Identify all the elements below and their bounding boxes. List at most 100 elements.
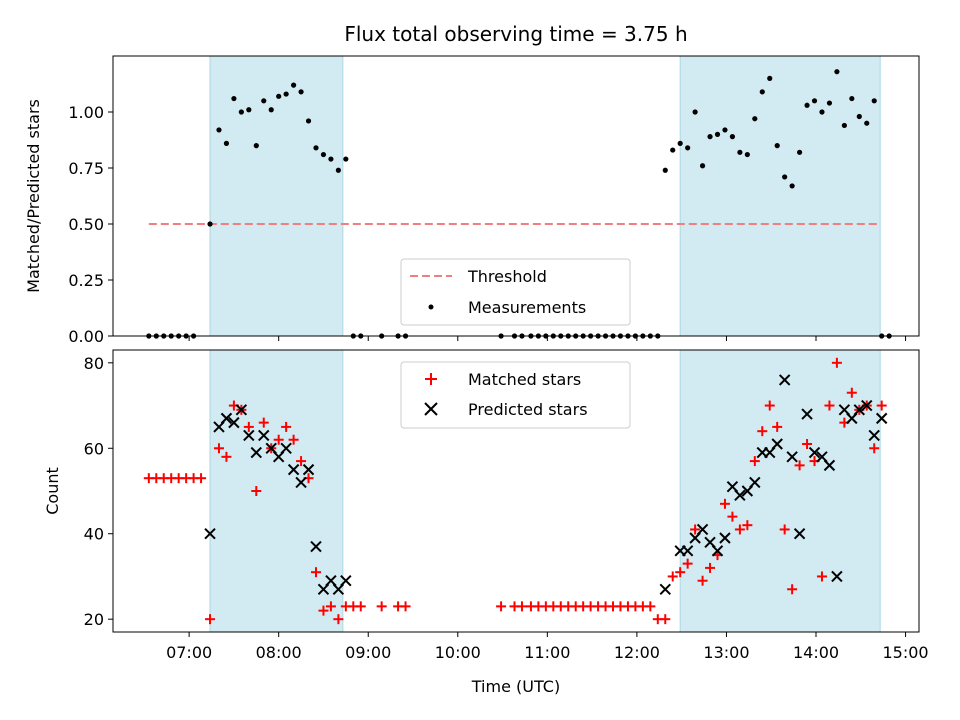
predicted-star-point	[823, 459, 836, 472]
matched-star-point	[645, 601, 656, 612]
y-tick-label: 20	[84, 610, 104, 629]
predicted-star-point	[295, 476, 307, 489]
measurement-point	[782, 174, 788, 180]
shaded-interval	[679, 55, 881, 337]
matched-star-point	[682, 558, 693, 569]
predicted-star-point	[853, 404, 866, 416]
bottom-legend: Matched stars Predicted stars	[400, 361, 631, 429]
matched-star-point	[719, 498, 730, 509]
predicted-star-point	[711, 545, 724, 557]
predicted-star-point	[868, 429, 880, 442]
bottom-y-axis-label: Count	[43, 467, 62, 515]
measurement-point	[767, 75, 773, 81]
top-panel-frame	[112, 55, 920, 337]
predicted-star-point	[793, 528, 806, 540]
predicted-star-point	[778, 374, 791, 386]
predicted-star-point	[204, 528, 216, 540]
measurement-point	[276, 93, 282, 99]
matched-star-point	[660, 614, 671, 625]
matched-star-point	[742, 520, 753, 531]
matched-star-point	[318, 605, 329, 616]
matched-star-point	[281, 421, 292, 432]
measurement-point	[335, 167, 341, 173]
matched-star-point	[258, 417, 269, 428]
matched-star-point	[400, 601, 411, 612]
measurement-point	[796, 149, 803, 155]
measurement-point	[216, 127, 222, 133]
legend-predicted-label: Predicted stars	[468, 400, 588, 419]
legend-measurements-swatch	[428, 304, 434, 310]
predicted-star-point	[228, 416, 240, 429]
measurement-point	[328, 156, 334, 162]
matched-star-point	[667, 571, 678, 582]
matched-star-point	[705, 562, 716, 573]
x-tick-label: 07:00	[166, 643, 212, 662]
measurement-point	[677, 140, 683, 146]
predicted-star-point	[786, 451, 798, 463]
measurement-point	[722, 127, 728, 133]
y-tick-label: 60	[84, 439, 104, 458]
measurement-point	[261, 98, 267, 104]
y-tick-label: 0.50	[68, 215, 104, 234]
predicted-star-point	[310, 540, 322, 553]
measurement-point	[811, 98, 818, 104]
top-y-axis-label: Matched/Predicted stars	[24, 99, 43, 293]
shaded-interval	[209, 55, 344, 337]
matched-star-point	[727, 511, 738, 522]
predicted-star-point	[719, 532, 731, 544]
matched-star-point	[251, 486, 262, 496]
predicted-star-point	[749, 476, 761, 489]
measurement-point	[231, 95, 237, 102]
predicted-star-point	[771, 438, 783, 450]
matched-star-point	[516, 601, 527, 612]
y-tick-label: 0.25	[68, 271, 104, 290]
measurement-point	[246, 107, 252, 113]
legend-threshold-label: Threshold	[467, 267, 547, 286]
matched-star-point	[213, 443, 224, 454]
predicted-star-point	[659, 583, 671, 595]
matched-star-point	[831, 357, 842, 368]
matched-star-point	[243, 421, 254, 432]
measurement-point	[759, 89, 765, 95]
y-tick-label: 1.00	[68, 103, 104, 122]
measurement-point	[774, 143, 780, 149]
measurement-point	[729, 134, 736, 140]
measurement-point	[744, 151, 750, 158]
x-axis-label: Time (UTC)	[471, 677, 560, 696]
measurement-point	[238, 109, 244, 115]
matched-star-point	[675, 567, 686, 578]
predicted-star-point	[280, 442, 292, 454]
x-tick-label: 10:00	[435, 643, 481, 662]
measurement-point	[692, 109, 698, 115]
matched-star-point	[764, 400, 775, 411]
matched-star-point	[846, 387, 857, 398]
shaded-interval	[209, 349, 344, 633]
legend-measurements-label: Measurements	[468, 298, 586, 317]
measurement-point	[223, 140, 230, 146]
predicted-star-point	[808, 446, 821, 459]
matched-star-point	[824, 400, 835, 411]
matched-star-point	[757, 426, 768, 437]
matched-star-point	[376, 601, 387, 612]
measurement-point	[298, 89, 304, 95]
measurement-point	[804, 102, 810, 108]
x-tick-label: 11:00	[524, 643, 570, 662]
predicted-star-point	[340, 575, 352, 587]
measurement-point	[752, 116, 758, 122]
chart-title: Flux total observing time = 3.75 h	[344, 22, 687, 46]
measurement-point	[313, 145, 319, 151]
measurement-point	[737, 149, 743, 155]
measurement-point	[670, 147, 676, 153]
measurement-point	[207, 221, 213, 227]
measurement-point	[253, 143, 259, 149]
matched-star-point	[325, 601, 336, 612]
matched-star-point	[496, 601, 507, 612]
predicted-star-point	[875, 412, 888, 425]
y-tick-label: 40	[84, 525, 104, 544]
measurement-point	[849, 95, 855, 102]
matched-star-point	[690, 524, 701, 535]
matched-star-point	[772, 421, 783, 432]
predicted-star-point	[220, 412, 233, 425]
matched-star-point	[876, 400, 887, 411]
